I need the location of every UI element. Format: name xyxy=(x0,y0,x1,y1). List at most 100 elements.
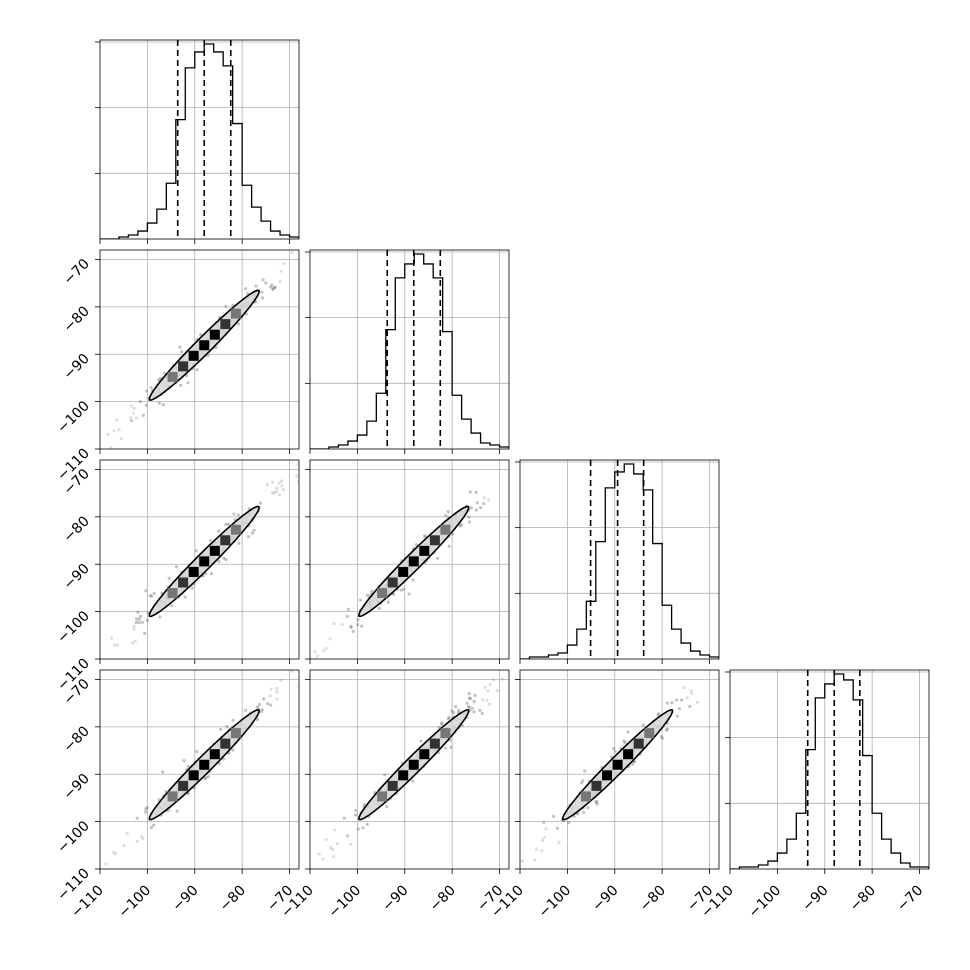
sample-point xyxy=(204,776,208,780)
sample-point xyxy=(402,587,406,591)
sample-point xyxy=(297,480,299,484)
sample-point xyxy=(330,847,335,851)
histogram-1 xyxy=(100,43,299,239)
sample-point xyxy=(180,350,184,354)
sample-point xyxy=(733,656,736,659)
density-cell xyxy=(419,749,430,760)
sample-point xyxy=(469,506,473,510)
scatter-panel-3-1: −110−100−90−80−70 xyxy=(54,459,300,694)
sample-point xyxy=(186,764,190,768)
sample-point xyxy=(473,693,477,697)
sample-point xyxy=(345,614,349,619)
density-cell xyxy=(167,588,178,599)
sample-point xyxy=(119,436,124,441)
density-cell xyxy=(398,770,409,781)
density-cell xyxy=(398,566,409,577)
sample-point xyxy=(454,704,458,709)
y-tick-label: −70 xyxy=(61,256,93,288)
sample-point xyxy=(190,586,194,590)
sample-point xyxy=(361,826,365,830)
sample-point xyxy=(349,624,353,628)
sample-point xyxy=(422,534,427,538)
sample-point xyxy=(468,490,472,494)
sample-point xyxy=(174,565,179,569)
sample-point xyxy=(674,698,679,702)
sample-point xyxy=(491,678,495,682)
sample-point xyxy=(305,646,308,649)
density-cell xyxy=(209,749,220,760)
sample-point xyxy=(217,529,221,533)
sample-point xyxy=(231,748,235,752)
density-cell xyxy=(377,791,388,802)
sample-point xyxy=(579,781,584,785)
sample-point xyxy=(170,604,174,608)
sample-point xyxy=(354,813,358,817)
sample-point xyxy=(520,859,525,863)
sample-point xyxy=(182,759,186,763)
x-tick-label: −80 xyxy=(847,883,879,915)
sample-point xyxy=(252,528,256,532)
sample-point xyxy=(685,696,689,700)
sample-point xyxy=(447,544,451,548)
sample-point xyxy=(349,625,353,629)
sample-point xyxy=(465,701,469,705)
sample-point xyxy=(470,706,474,710)
sample-point xyxy=(437,725,441,729)
sample-point xyxy=(278,279,282,284)
sample-point xyxy=(134,416,138,420)
sample-point xyxy=(269,285,273,289)
sample-point xyxy=(540,838,544,842)
sample-point xyxy=(206,354,210,358)
sample-point xyxy=(514,662,517,665)
sample-point xyxy=(275,697,279,701)
sample-point xyxy=(115,643,120,647)
sample-point xyxy=(451,532,455,536)
density-cell xyxy=(440,728,451,739)
sample-point xyxy=(279,269,283,273)
sample-point xyxy=(362,802,366,806)
sample-point xyxy=(274,490,279,494)
sample-point xyxy=(440,721,444,725)
density-cell xyxy=(178,361,189,372)
sample-point xyxy=(436,556,440,560)
density-cell xyxy=(633,738,644,749)
sample-point xyxy=(690,691,694,696)
sample-point xyxy=(399,588,403,592)
y-tick-label: −80 xyxy=(61,723,93,755)
density-cell xyxy=(419,545,430,556)
sample-point xyxy=(186,381,190,385)
sample-point xyxy=(224,522,228,527)
sample-point xyxy=(167,808,171,813)
y-tick-label: −80 xyxy=(61,303,93,335)
sample-point xyxy=(348,842,353,846)
sample-point xyxy=(258,702,262,707)
sample-point xyxy=(626,730,630,734)
sample-point xyxy=(125,831,129,836)
sample-point xyxy=(243,708,248,712)
density-cell xyxy=(429,535,440,546)
sample-point xyxy=(345,834,349,838)
sample-point xyxy=(664,728,669,732)
sample-point xyxy=(222,556,226,560)
sample-point xyxy=(467,696,472,700)
x-tick-label: −80 xyxy=(427,883,459,915)
sample-point xyxy=(232,512,236,516)
sample-point xyxy=(555,826,560,830)
sample-point xyxy=(236,513,240,517)
sample-point xyxy=(630,762,634,766)
sample-point xyxy=(340,622,344,627)
sample-point xyxy=(458,524,462,528)
sample-point xyxy=(224,558,228,562)
density-cell xyxy=(230,728,241,739)
sample-point xyxy=(183,595,187,599)
sample-point xyxy=(139,835,144,839)
sample-point xyxy=(138,614,143,618)
histogram-2 xyxy=(310,253,509,449)
sample-point xyxy=(135,816,139,820)
sample-point xyxy=(540,849,544,853)
sample-point xyxy=(237,322,241,326)
sample-point xyxy=(117,428,121,432)
sample-point xyxy=(179,383,183,387)
sample-point xyxy=(255,717,259,722)
density-cell xyxy=(178,577,189,588)
